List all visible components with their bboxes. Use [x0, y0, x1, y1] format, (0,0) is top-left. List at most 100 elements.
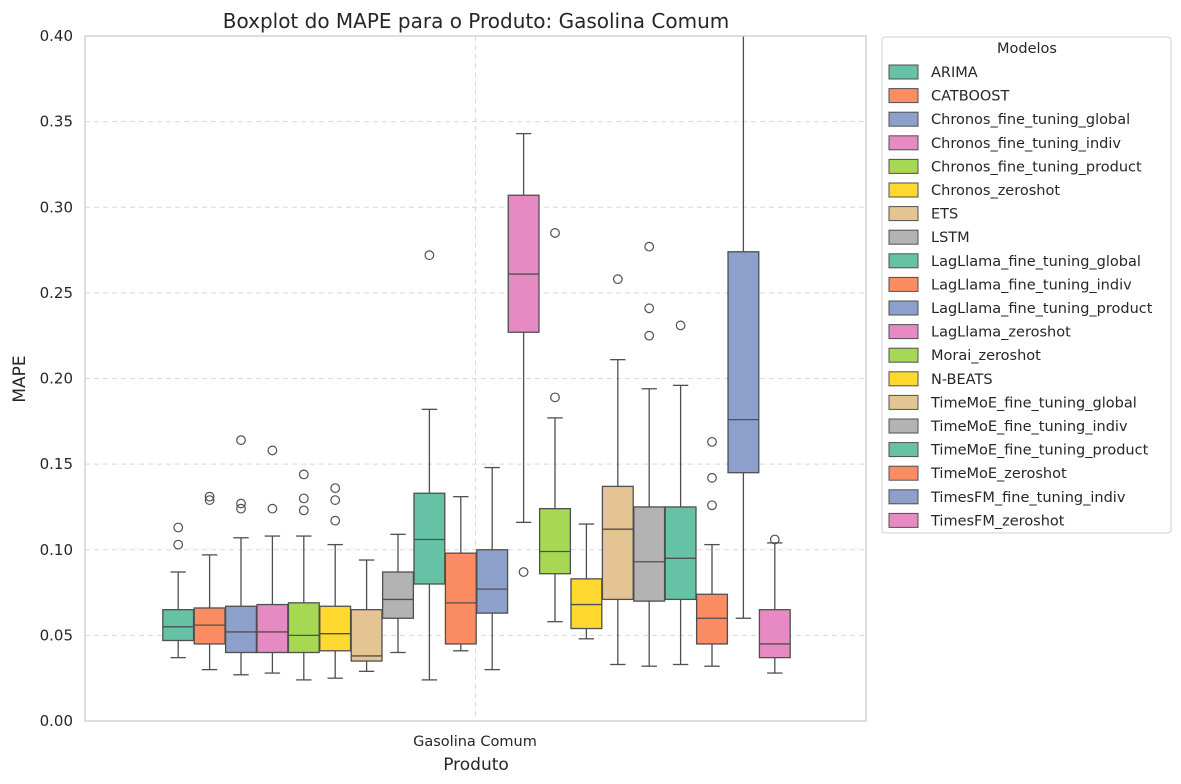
legend-swatch [888, 465, 919, 481]
outlier-point [518, 567, 529, 577]
legend-item: Chronos_fine_tuning_indiv [888, 135, 1121, 152]
y-axis-ticks: 0.00 0.05 0.10 0.15 0.20 0.25 0.30 0.35 0.40 [40, 27, 73, 730]
box-Morai_zeroshot [538, 228, 572, 623]
y-tick-label: 0.15 [40, 455, 73, 473]
legend-item: TimesFM_zeroshot [888, 512, 1065, 529]
box-TimesFM_fine_tuning_indiv [727, 36, 760, 619]
legend-label: LSTM [931, 230, 970, 246]
y-tick-label: 0.40 [40, 27, 73, 45]
legend-label: N-BEATS [931, 372, 993, 388]
box-Chronos_fine_tuning_product [287, 469, 320, 681]
outlier-point [236, 435, 246, 446]
box-TimeMoE_zeroshot [695, 436, 729, 667]
legend-label: ARIMA [931, 65, 978, 81]
box-LagLlama_fine_tuning_product [476, 466, 509, 671]
box-LagLlama_zeroshot [507, 132, 540, 577]
legend-swatch [888, 489, 919, 505]
outlier-point [769, 534, 780, 545]
legend-item: N-BEATS [888, 371, 993, 388]
outlier-point [675, 320, 686, 331]
box-iqr [193, 607, 226, 645]
outlier-point [236, 503, 246, 514]
legend-item: LagLlama_fine_tuning_product [888, 300, 1153, 317]
legend-swatch [888, 394, 919, 410]
legend: Modelos ARIMA CATBOOST Chronos_fine_tuning… [881, 36, 1172, 534]
box-iqr [538, 507, 572, 575]
outlier-point [330, 515, 341, 526]
outlier-point [298, 493, 309, 504]
legend-item: LagLlama_zeroshot [888, 324, 1071, 341]
box-group [162, 36, 791, 681]
box-TimeMoE_fine_tuning_indiv [633, 241, 666, 667]
legend-swatch [888, 206, 919, 222]
outlier-point [644, 303, 655, 314]
legend-item: TimeMoE_fine_tuning_global [888, 394, 1137, 411]
legend-swatch [888, 229, 919, 245]
legend-swatch [888, 158, 919, 174]
box-Chronos_fine_tuning_indiv [256, 445, 289, 674]
chart-title: Boxplot do MAPE para o Produto: Gasolina… [223, 9, 729, 33]
box-TimeMoE_fine_tuning_product [664, 320, 697, 666]
legend-swatch [888, 88, 919, 104]
outlier-point [267, 503, 278, 514]
outlier-point [267, 445, 278, 456]
box-LagLlama_fine_tuning_global [413, 250, 446, 681]
box-ETS [350, 559, 383, 672]
legend-swatch [888, 182, 919, 198]
box-LagLlama_fine_tuning_indiv [444, 496, 477, 652]
box-iqr [162, 609, 195, 642]
gridlines [85, 36, 866, 721]
box-iqr [727, 251, 760, 474]
box-LSTM [381, 533, 415, 654]
box-iqr [695, 593, 729, 645]
box-iqr [570, 578, 603, 630]
legend-swatch [888, 324, 919, 340]
legend-frame [881, 36, 1172, 534]
legend-label: CATBOOST [931, 89, 1009, 105]
legend-swatch [888, 276, 919, 292]
box-iqr [319, 605, 352, 652]
legend-label: Chronos_fine_tuning_product [931, 159, 1142, 175]
y-tick-label: 0.05 [40, 626, 73, 644]
legend-swatch [888, 135, 919, 151]
outlier-point [550, 228, 560, 238]
outlier-point [173, 522, 184, 533]
legend-item: LagLlama_fine_tuning_global [888, 253, 1141, 270]
legend-item: LSTM [888, 229, 970, 246]
outlier-point [204, 495, 215, 505]
legend-label: LagLlama_fine_tuning_product [931, 301, 1153, 317]
y-tick-label: 0.35 [40, 113, 73, 131]
legend-item: Chronos_fine_tuning_product [888, 158, 1142, 175]
outlier-point [298, 469, 309, 480]
box-iqr [507, 194, 540, 333]
y-tick-label: 0.10 [40, 541, 73, 559]
box-iqr [413, 492, 446, 585]
legend-label: TimesFM_zeroshot [930, 513, 1065, 529]
box-N-BEATS [570, 523, 603, 640]
legend-item: TimeMoE_zeroshot [888, 465, 1067, 482]
legend-swatch [888, 300, 919, 316]
legend-label: TimesFM_fine_tuning_indiv [930, 490, 1126, 506]
legend-label: ETS [931, 207, 958, 223]
box-iqr [224, 605, 258, 654]
outlier-point [550, 392, 560, 403]
legend-label: Morai_zeroshot [931, 348, 1041, 364]
legend-swatch [888, 418, 919, 434]
legend-swatch [888, 371, 919, 387]
outlier-point [204, 491, 215, 502]
legend-swatch [888, 111, 919, 127]
y-tick-label: 0.30 [40, 198, 73, 216]
box-iqr [601, 485, 634, 601]
box-CATBOOST [193, 491, 226, 671]
box-iqr [256, 603, 289, 654]
legend-label: LagLlama_fine_tuning_indiv [931, 277, 1132, 293]
legend-title: Modelos [997, 41, 1057, 57]
legend-item: TimeMoE_fine_tuning_indiv [888, 418, 1128, 435]
y-tick-label: 0.25 [40, 284, 73, 302]
legend-item: CATBOOST [888, 88, 1009, 105]
legend-label: Chronos_zeroshot [931, 183, 1060, 199]
y-tick-label: 0.00 [40, 712, 73, 730]
outlier-point [330, 483, 341, 494]
legend-item: TimeMoE_fine_tuning_product [888, 442, 1149, 459]
